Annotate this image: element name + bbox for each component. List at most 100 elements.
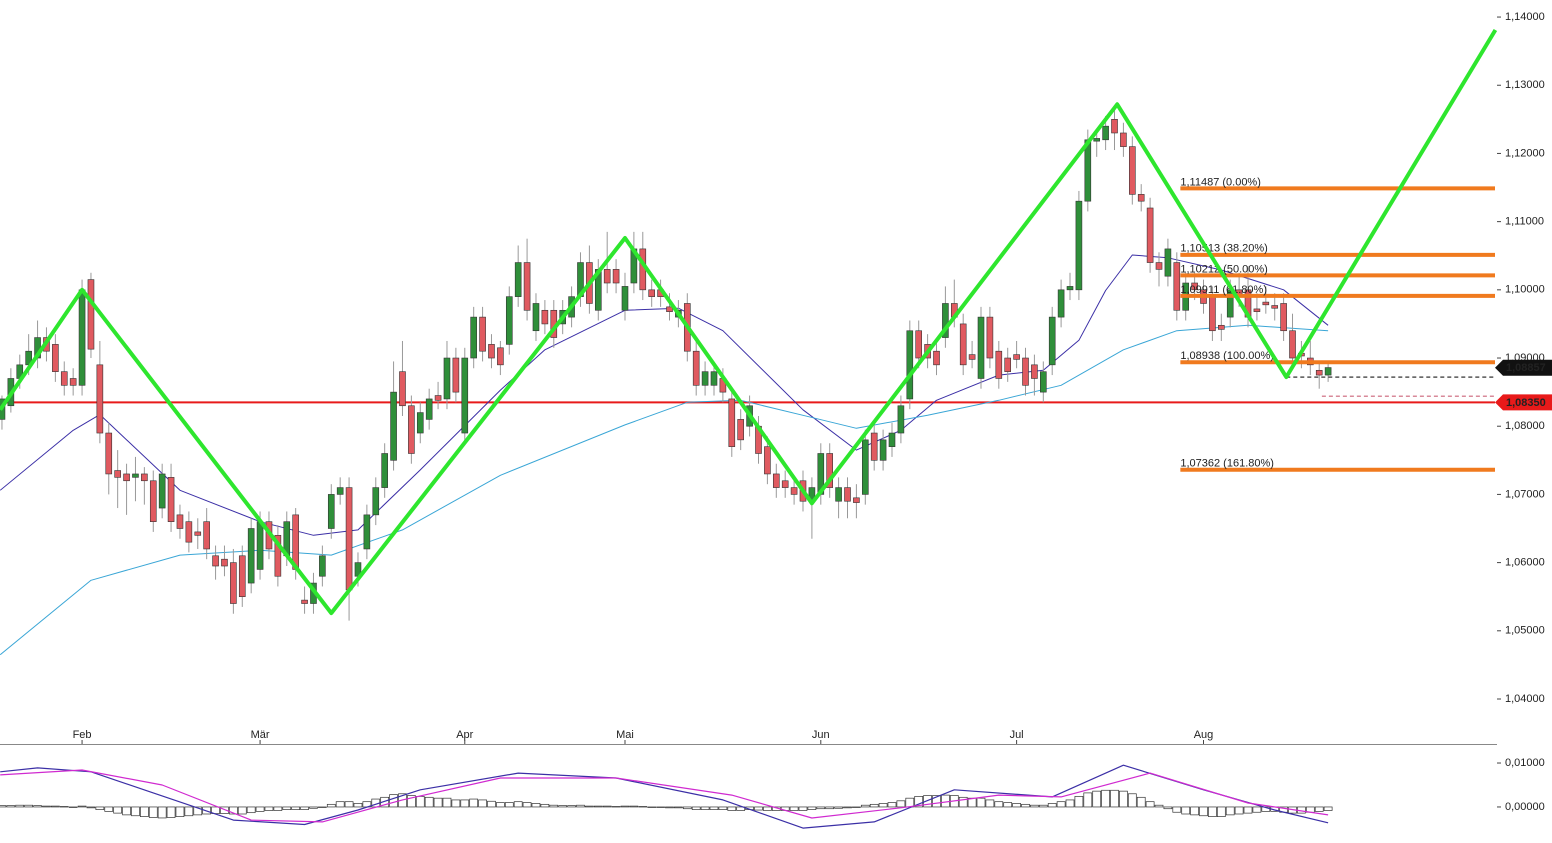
histogram-bar — [344, 801, 354, 808]
histogram-bar — [1172, 806, 1182, 813]
candle-body — [532, 303, 540, 332]
histogram-bar — [291, 806, 301, 810]
candle-body — [710, 371, 718, 386]
candle-body — [1218, 324, 1225, 330]
candle-body — [853, 497, 860, 503]
histogram-bar — [104, 806, 114, 812]
candle-body — [870, 432, 878, 461]
candle-body — [319, 555, 326, 577]
candle-body — [274, 535, 282, 577]
histogram-bar — [994, 801, 1004, 808]
candle-body — [1031, 364, 1038, 379]
histogram-bar — [602, 805, 612, 808]
histogram-bar — [1012, 803, 1021, 808]
price-tag — [1495, 359, 1552, 376]
histogram-bar — [6, 805, 16, 808]
candle-body — [399, 371, 406, 407]
candle-body — [906, 330, 914, 400]
histogram-bar — [763, 806, 772, 811]
candle-body — [1253, 308, 1261, 312]
y-tick-label: 0,00000 — [1505, 801, 1545, 813]
histogram-bar — [754, 806, 763, 811]
x-tick-label: Mär — [251, 729, 270, 741]
candle-body — [230, 562, 237, 604]
candle-body — [1040, 371, 1047, 393]
histogram-bar — [433, 797, 443, 808]
y-tick-label: 1,05000 — [1505, 625, 1545, 637]
histogram-bar — [807, 806, 817, 810]
histogram-bar — [1208, 806, 1217, 817]
y-tick-label: 0,01000 — [1505, 757, 1545, 769]
histogram-bar — [709, 806, 719, 810]
candle-body — [879, 439, 887, 461]
candle-body — [1111, 119, 1118, 134]
candle-body — [1066, 286, 1074, 291]
histogram-bar — [1065, 799, 1075, 808]
histogram-bar — [825, 806, 835, 810]
candle-body — [408, 405, 415, 454]
histogram-bar — [1225, 806, 1235, 816]
histogram-bar — [558, 805, 568, 808]
histogram-bar — [1092, 790, 1102, 808]
candle-body — [194, 531, 202, 536]
histogram-bar — [932, 795, 941, 808]
candle-body — [861, 439, 869, 495]
candle-body — [1155, 262, 1163, 270]
histogram-bar — [140, 806, 149, 817]
candle-body — [781, 480, 789, 488]
candle-body — [968, 354, 976, 360]
histogram-bar — [878, 803, 888, 808]
histogram-bar — [718, 806, 728, 810]
histogram-bar — [593, 805, 603, 808]
y-tick-label: 1,04000 — [1505, 693, 1545, 705]
candle-body — [915, 330, 922, 359]
histogram-bar — [95, 806, 105, 810]
candle-body — [488, 344, 495, 359]
histogram-bar — [682, 806, 692, 810]
y-tick-label: 1,14000 — [1505, 11, 1545, 23]
x-tick-label: Feb — [73, 729, 92, 741]
histogram-bar — [460, 799, 470, 808]
y-tick-label: 1,08000 — [1505, 420, 1545, 432]
histogram-bar — [789, 806, 799, 811]
candle-body — [443, 357, 451, 400]
candle-body — [301, 599, 308, 604]
histogram-bar — [887, 802, 897, 808]
candle-body — [132, 473, 139, 478]
histogram-bar — [1234, 806, 1244, 815]
fib-label: 1,09911 (61.80%) — [1180, 284, 1267, 296]
histogram-bar — [193, 806, 203, 816]
histogram-bar — [86, 806, 96, 809]
x-tick-label: Apr — [456, 729, 473, 741]
histogram-bar — [1216, 806, 1226, 817]
histogram-bar — [353, 803, 363, 808]
histogram-bar — [1323, 806, 1333, 811]
histogram-bar — [576, 804, 585, 808]
histogram-bar — [166, 806, 176, 818]
candle-body — [1191, 282, 1198, 291]
candle-body — [479, 316, 486, 352]
candle-body — [52, 344, 59, 372]
candle-body — [1146, 207, 1154, 263]
histogram-bar — [478, 799, 487, 808]
x-tick-label: Jun — [812, 729, 830, 741]
candle-body — [416, 412, 424, 434]
candle-body — [888, 432, 896, 447]
candle-body — [372, 487, 380, 516]
histogram-bar — [1074, 796, 1084, 808]
histogram-bar — [1136, 796, 1146, 808]
histogram-bar — [1127, 793, 1137, 808]
histogram-bar — [1314, 806, 1324, 812]
candle-body — [933, 350, 940, 366]
histogram-bar — [442, 797, 452, 808]
histogram-bar — [246, 806, 256, 814]
histogram-bar — [184, 806, 194, 817]
histogram-bar — [1190, 806, 1199, 816]
candle-body — [185, 521, 193, 543]
histogram-bar — [1163, 806, 1173, 810]
histogram-bar — [976, 797, 986, 808]
candle-body — [238, 555, 246, 598]
candle-body — [221, 558, 228, 567]
candle-body — [425, 398, 433, 420]
histogram-bar — [326, 803, 336, 808]
